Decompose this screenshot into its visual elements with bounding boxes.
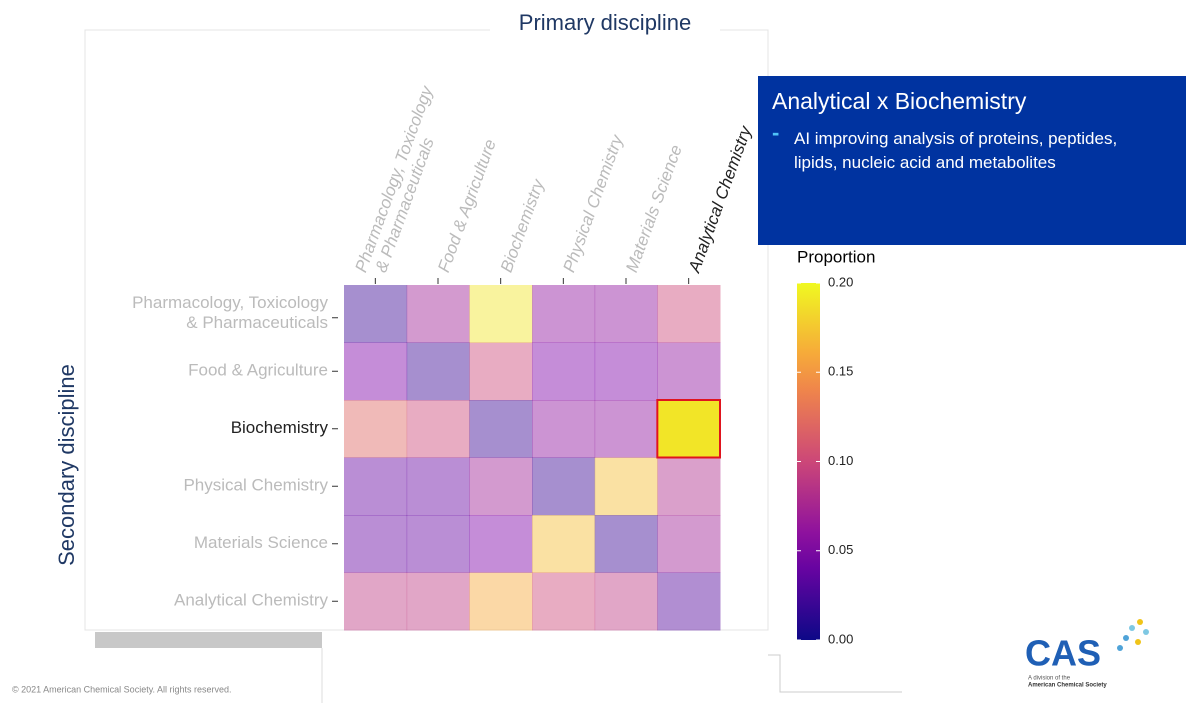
heatmap-cell: [344, 400, 408, 458]
heatmap-cell: [344, 457, 408, 516]
heatmap-cell: [469, 457, 533, 516]
heatmap-cell: [532, 572, 596, 631]
y-tick-label: Physical Chemistry: [183, 476, 328, 495]
heatmap-cell: [532, 400, 596, 458]
heatmap-cell: [406, 515, 470, 573]
logo-dot: [1137, 619, 1143, 625]
heatmap-cell: [406, 342, 470, 401]
legend-title: Proportion: [797, 247, 875, 266]
heatmap-cell: [532, 342, 596, 401]
logo-dot: [1135, 639, 1141, 645]
x-tick-label: Physical Chemistry: [559, 131, 627, 275]
logo-sub: A division of the: [1028, 676, 1071, 682]
heatmap-cell: [406, 285, 470, 343]
logo: CAS: [1025, 633, 1101, 674]
colorbar-tick-label: 0.10: [828, 453, 853, 468]
heatmap-cell: [406, 572, 470, 631]
heatmap-cell: [657, 515, 721, 573]
heatmap-cell: [344, 572, 408, 631]
heatmap-cell: [469, 515, 533, 573]
y-axis-title: Secondary discipline: [54, 364, 79, 566]
heatmap-cell: [657, 400, 721, 458]
heatmap-cell: [594, 400, 658, 458]
x-tick-label: Materials Science: [622, 142, 686, 275]
heatmap-cell: [532, 285, 596, 343]
callout-bullet: - AI improving analysis of proteins, pept…: [772, 121, 1172, 175]
y-tick-label: Materials Science: [194, 533, 328, 552]
heatmap-cell: [594, 285, 658, 343]
y-tick-label: Analytical Chemistry: [174, 591, 328, 610]
panel-frame: [84, 29, 769, 631]
heatmap-cell: [469, 572, 533, 631]
heatmap-cell: [469, 342, 533, 401]
y-tick-label: Pharmacology, Toxicology: [132, 293, 328, 312]
logo-sub: American Chemical Society: [1028, 683, 1107, 689]
panel-shadow: [95, 632, 322, 648]
logo-dots: [1117, 619, 1149, 651]
colorbar: [797, 283, 820, 640]
heatmap-cell: [406, 400, 470, 458]
heatmap-cell: [594, 572, 658, 631]
heatmap-cell: [344, 515, 408, 573]
title-bg: [490, 10, 720, 40]
heatmap-cell: [469, 285, 533, 343]
y-tick-label: Biochemistry: [231, 418, 329, 437]
logo-dot: [1143, 629, 1149, 635]
heatmap-cell: [532, 515, 596, 573]
x-tick-label: Analytical Chemistry: [684, 122, 755, 276]
callout-title: Analytical x Biochemistry: [772, 88, 1027, 114]
heatmap-cell: [469, 400, 533, 458]
colorbar-tick-label: 0.20: [828, 274, 853, 289]
highlight-box: [656, 399, 721, 459]
colorbar-tick-label: 0.00: [828, 631, 853, 646]
colorbar-tick-label: 0.05: [828, 542, 853, 557]
colorbar-tick-label: 0.15: [828, 364, 853, 379]
bullet-text: AI improving analysis of proteins, pepti…: [794, 129, 1118, 172]
heatmap-cell: [344, 342, 408, 401]
y-tick-label: Food & Agriculture: [188, 361, 328, 380]
x-tick-label: Biochemistry: [497, 176, 549, 275]
logo-dot: [1129, 625, 1135, 631]
y-tick-label: & Pharmaceuticals: [186, 313, 328, 332]
frame-line: [768, 654, 902, 693]
heatmap-cell: [406, 457, 470, 516]
heatmap-cell: [657, 572, 721, 631]
logo-dot: [1123, 635, 1129, 641]
heatmap-cell: [657, 457, 721, 516]
bullet-dash: -: [772, 120, 780, 145]
heatmap-cell: [594, 515, 658, 573]
heatmap-cell: [594, 457, 658, 516]
callout: Analytical x Biochemistry - AI improving …: [758, 76, 1186, 245]
logo-dot: [1117, 645, 1123, 651]
heatmap-cell: [532, 457, 596, 516]
heatmap-cell: [344, 285, 408, 343]
heatmap-cell: [594, 342, 658, 401]
chart-title: Primary discipline: [519, 10, 691, 35]
copyright: © 2021 American Chemical Society. All ri…: [12, 684, 232, 694]
x-tick-label: Food & Agriculture: [434, 137, 500, 275]
heatmap-cell: [657, 342, 721, 401]
heatmap-cell: [657, 285, 721, 343]
